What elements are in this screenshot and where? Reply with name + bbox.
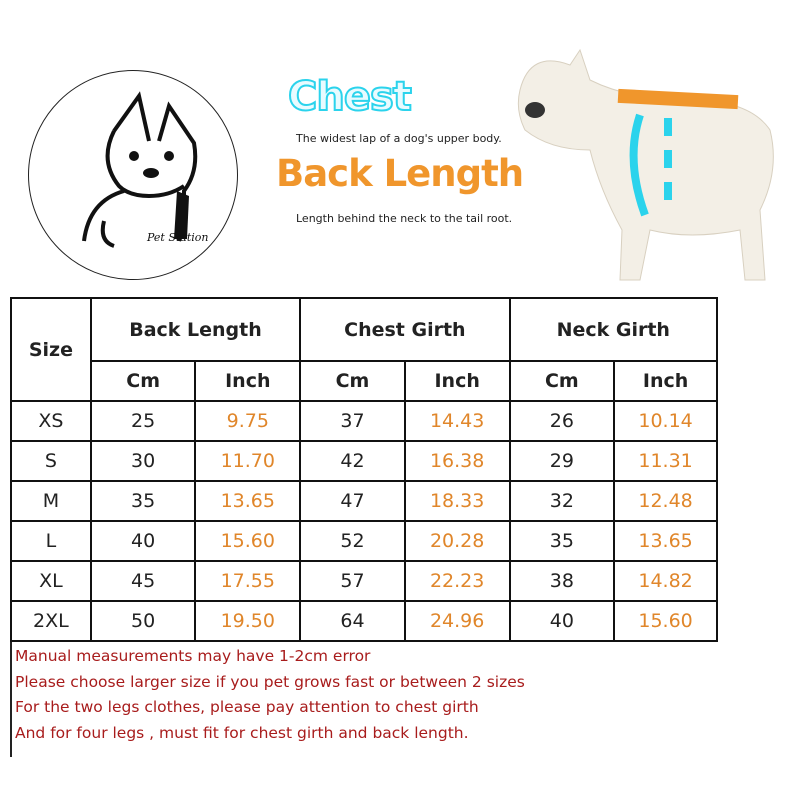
note-line: And for four legs , must fit for chest g… (15, 723, 469, 742)
inch-cell: 14.43 (403, 400, 511, 442)
table-row: L 40 15.60 52 20.28 35 13.65 (10, 520, 718, 562)
inch-cell: 15.60 (613, 600, 718, 642)
cm-cell: 40 (89, 520, 197, 562)
chest-title: Chest (287, 73, 413, 121)
logo-text: Pet Station (147, 231, 209, 244)
chest-girth-header: Chest Girth (299, 297, 511, 362)
cm-cell: 42 (299, 440, 406, 482)
inch-cell: 19.50 (194, 600, 302, 642)
size-cell: S (10, 440, 92, 482)
inch-cell: 10.14 (613, 400, 718, 442)
unit-header: Cm (89, 360, 197, 402)
inch-cell: 20.28 (403, 520, 511, 562)
chest-marker (629, 113, 649, 217)
cm-cell: 29 (508, 440, 616, 482)
unit-header: Inch (194, 360, 302, 402)
dog-measurement-illustration (517, 48, 774, 281)
cm-cell: 26 (508, 400, 616, 442)
cm-cell: 37 (299, 400, 406, 442)
table-row: M 35 13.65 47 18.33 32 12.48 (10, 480, 718, 522)
note-line: Manual measurements may have 1-2cm error (15, 647, 371, 665)
bulldog-logo-icon (82, 91, 198, 248)
unit-header: Inch (613, 360, 718, 402)
back-length-header: Back Length (89, 297, 302, 362)
inch-cell: 15.60 (194, 520, 302, 562)
cm-cell: 35 (89, 480, 197, 522)
notes: Manual measurements may have 1-2cm error… (10, 642, 525, 757)
cm-cell: 45 (89, 560, 197, 602)
cm-cell: 30 (89, 440, 197, 482)
cm-cell: 52 (299, 520, 406, 562)
cm-cell: 25 (89, 400, 197, 442)
unit-header: Inch (403, 360, 511, 402)
cm-cell: 38 (508, 560, 616, 602)
cm-cell: 64 (299, 600, 406, 642)
neck-girth-header: Neck Girth (508, 297, 719, 362)
size-header: Size (10, 297, 92, 402)
inch-cell: 13.65 (194, 480, 302, 522)
cm-cell: 35 (508, 520, 616, 562)
unit-header: Cm (508, 360, 616, 402)
dog-image (517, 48, 774, 281)
back-length-title: Back Length (276, 152, 524, 195)
cm-cell: 50 (89, 600, 197, 642)
inch-cell: 12.48 (613, 480, 718, 522)
size-cell: XL (10, 560, 92, 602)
inch-cell: 13.65 (613, 520, 718, 562)
inch-cell: 14.82 (613, 560, 718, 602)
cm-cell: 40 (508, 600, 616, 642)
table-row: S 30 11.70 42 16.38 29 11.31 (10, 440, 718, 482)
size-chart-table: Size Back Length Chest Girth Neck Girth … (10, 297, 719, 642)
table-row: 2XL 50 19.50 64 24.96 40 15.60 (10, 600, 718, 642)
size-cell: 2XL (10, 600, 92, 642)
back-length-marker (617, 88, 739, 110)
unit-header: Cm (299, 360, 406, 402)
pet-station-logo: Pet Station (28, 70, 238, 280)
chest-description: The widest lap of a dog's upper body. (296, 132, 502, 145)
cm-cell: 32 (508, 480, 616, 522)
back-length-description: Length behind the neck to the tail root. (296, 212, 513, 225)
table-row: XL 45 17.55 57 22.23 38 14.82 (10, 560, 718, 602)
inch-cell: 9.75 (194, 400, 302, 442)
inch-cell: 11.70 (194, 440, 302, 482)
cm-cell: 47 (299, 480, 406, 522)
table-row: XS 25 9.75 37 14.43 26 10.14 (10, 400, 718, 442)
size-cell: M (10, 480, 92, 522)
cm-cell: 57 (299, 560, 406, 602)
inch-cell: 17.55 (194, 560, 302, 602)
size-cell: L (10, 520, 92, 562)
inch-cell: 16.38 (403, 440, 511, 482)
size-cell: XS (10, 400, 92, 442)
inch-cell: 22.23 (403, 560, 511, 602)
inch-cell: 24.96 (403, 600, 511, 642)
note-line: For the two legs clothes, please pay att… (15, 698, 479, 716)
inch-cell: 11.31 (613, 440, 718, 482)
inch-cell: 18.33 (403, 480, 511, 522)
note-line: Please choose larger size if you pet gro… (15, 672, 525, 691)
